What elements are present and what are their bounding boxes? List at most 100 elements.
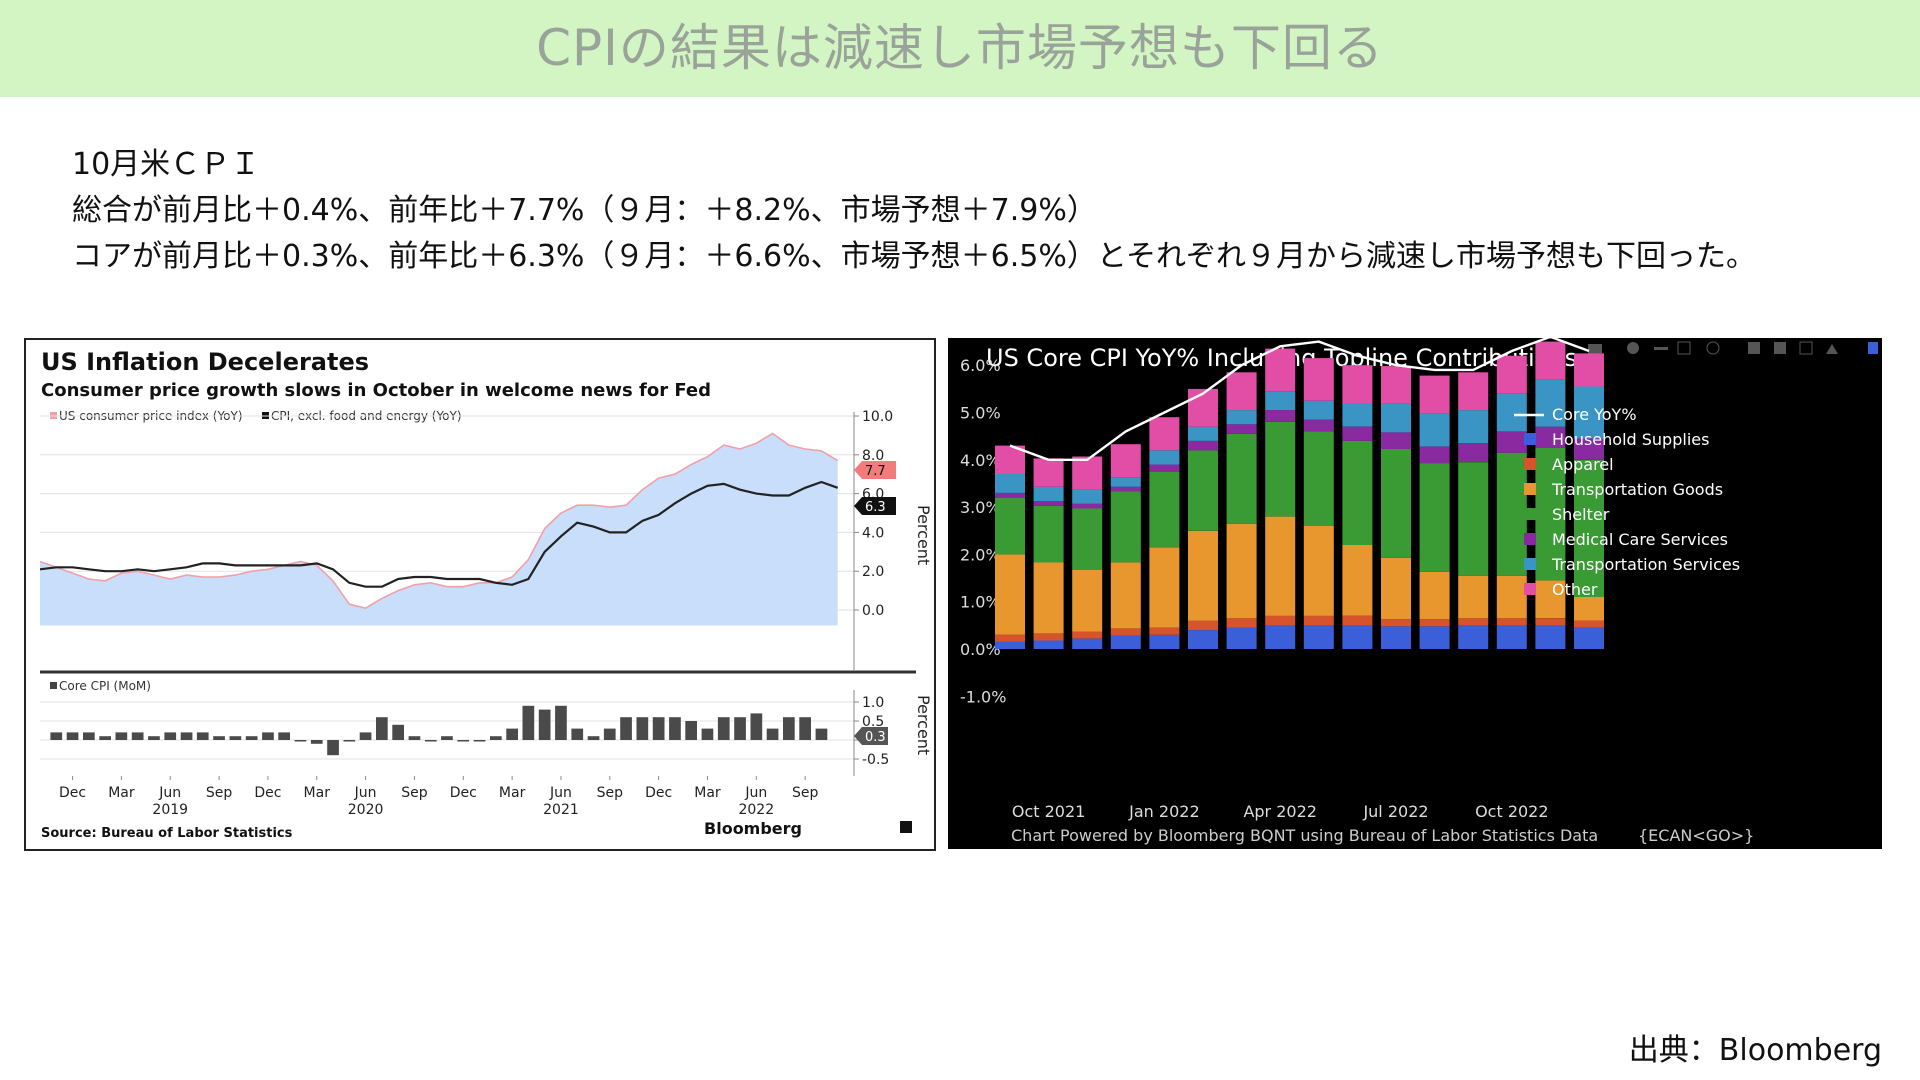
- stack-segment: [1072, 570, 1103, 632]
- stack-segment: [1535, 448, 1566, 581]
- mom-badge: 0.3: [854, 727, 888, 745]
- stack-segment: [1033, 562, 1064, 634]
- stack-segment: [1072, 631, 1103, 639]
- stack-segment: [1188, 530, 1218, 621]
- stack-segment: [1535, 341, 1566, 380]
- stack-segment: [1303, 615, 1334, 626]
- stack-segment: [1303, 431, 1334, 526]
- left-x-axis-labels: Dec Mar Jun Sep Dec Mar Jun Sep Dec Mar Jun Sep Dec M…: [59, 776, 818, 818]
- stack-segment: [1303, 400, 1334, 420]
- lasso-icon[interactable]: [1706, 341, 1720, 355]
- x-tick-label: Dec: [450, 785, 477, 801]
- zoom-icon[interactable]: [1627, 342, 1639, 354]
- stack-segment: [1149, 634, 1180, 649]
- x-tick-label: Jun: [744, 785, 767, 801]
- stack-segment: [1072, 508, 1103, 570]
- mom-bar: [620, 717, 632, 740]
- stack-segment: [1072, 489, 1103, 504]
- home-icon[interactable]: [1826, 344, 1838, 354]
- mom-bar: [392, 724, 404, 740]
- stack-segment: [1226, 372, 1257, 411]
- stack-segment: [1342, 615, 1373, 626]
- stack-segment: [995, 474, 1025, 493]
- stack-segment: [1303, 625, 1334, 649]
- zoom-out-icon[interactable]: [1774, 342, 1786, 354]
- left-chart-subtitle: Consumer price growth slows in October i…: [41, 380, 711, 401]
- legend-swatch: [1524, 533, 1536, 545]
- mom-bar: [408, 736, 421, 740]
- core-badge-value: 6.3: [865, 500, 886, 515]
- stack-segment: [1265, 615, 1296, 626]
- pan-icon[interactable]: [1654, 347, 1668, 350]
- stack-segment: [995, 492, 1025, 498]
- stack-segment: [1188, 450, 1218, 531]
- legend-label: Shelter: [1552, 505, 1610, 524]
- stack-segment: [1419, 626, 1450, 649]
- chart-toolbar[interactable]: [1588, 341, 1878, 355]
- stack-segment: [995, 641, 1025, 649]
- stack-segment: [1496, 355, 1527, 394]
- mom-bar: [506, 728, 518, 740]
- x-tick-label: Mar: [694, 785, 721, 801]
- x-tick-label: Oct 2021: [1012, 802, 1085, 821]
- mom-bar: [376, 717, 388, 740]
- stack-segment: [1033, 458, 1064, 487]
- stack-segment: [1496, 393, 1527, 432]
- summary-line-1: 10月米ＣＰＩ: [72, 147, 261, 182]
- stack-segment: [1110, 477, 1141, 487]
- stack-segment: [1574, 459, 1604, 597]
- stack-segment: [1381, 557, 1411, 620]
- stack-segment: [1072, 456, 1103, 490]
- us-inflation-chart-panel: US Inflation Decelerates Consumer price …: [24, 338, 936, 851]
- mom-bar: [701, 728, 714, 740]
- page-title: CPIの結果は減速し市場予想も下回る: [536, 19, 1384, 77]
- legend-label: Core YoY%: [1552, 405, 1637, 424]
- x-tick-label: Mar: [499, 785, 526, 801]
- stack-segment: [1149, 547, 1180, 628]
- mom-bar: [99, 736, 111, 740]
- stack-segment: [1226, 410, 1257, 425]
- mom-bar: [522, 705, 535, 740]
- stack-segment: [1381, 619, 1411, 627]
- stack-segment: [1188, 426, 1218, 441]
- mom-bar: [766, 728, 779, 740]
- x-tick-label: Mar: [108, 785, 135, 801]
- stack-segment: [995, 554, 1025, 635]
- y-tick-label: -0.5: [862, 752, 889, 768]
- stack-segment: [1149, 471, 1180, 548]
- mom-bar: [669, 717, 681, 740]
- camera-icon[interactable]: [1588, 344, 1602, 354]
- x-tick-label: Sep: [401, 785, 428, 801]
- stack-segment: [1265, 625, 1296, 649]
- zoom-in-icon[interactable]: [1748, 342, 1760, 354]
- legend-label: Other: [1552, 580, 1598, 599]
- mom-bar: [66, 732, 79, 740]
- stack-segment: [1226, 433, 1257, 524]
- mom-bar: [571, 728, 584, 740]
- left-bottom-axis-title: Percent: [914, 695, 933, 755]
- y-tick-label: 0.0%: [960, 640, 1001, 659]
- y-tick-label: 4.0: [862, 525, 884, 541]
- x-tick-label: Jun: [549, 785, 572, 801]
- mom-bar: [587, 736, 600, 740]
- stack-segment: [1342, 544, 1373, 616]
- stack-segment: [1381, 448, 1411, 558]
- mom-bar: [180, 732, 193, 740]
- stack-segment: [1149, 627, 1180, 635]
- stack-segment: [1033, 640, 1064, 649]
- stack-segment: [1458, 443, 1489, 463]
- stack-segment: [1072, 503, 1103, 509]
- mom-bar: [473, 740, 486, 742]
- legend-label: Apparel: [1552, 455, 1614, 474]
- x-year-label: 2020: [348, 802, 384, 818]
- mom-bar: [750, 713, 763, 740]
- stack-segment: [1342, 365, 1373, 403]
- mom-bar: [83, 732, 95, 740]
- mom-bar: [148, 736, 160, 740]
- select-icon[interactable]: [1677, 341, 1691, 355]
- autoscale-icon[interactable]: [1799, 341, 1813, 355]
- plotly-logo-icon[interactable]: [1868, 342, 1878, 354]
- stack-segment: [1419, 375, 1450, 414]
- legend-swatch: [1524, 433, 1536, 445]
- summary-line-3: コアが前月比＋0.3%、前年比＋6.3%（９月：＋6.6%、市場予想＋6.5%）…: [72, 239, 1756, 274]
